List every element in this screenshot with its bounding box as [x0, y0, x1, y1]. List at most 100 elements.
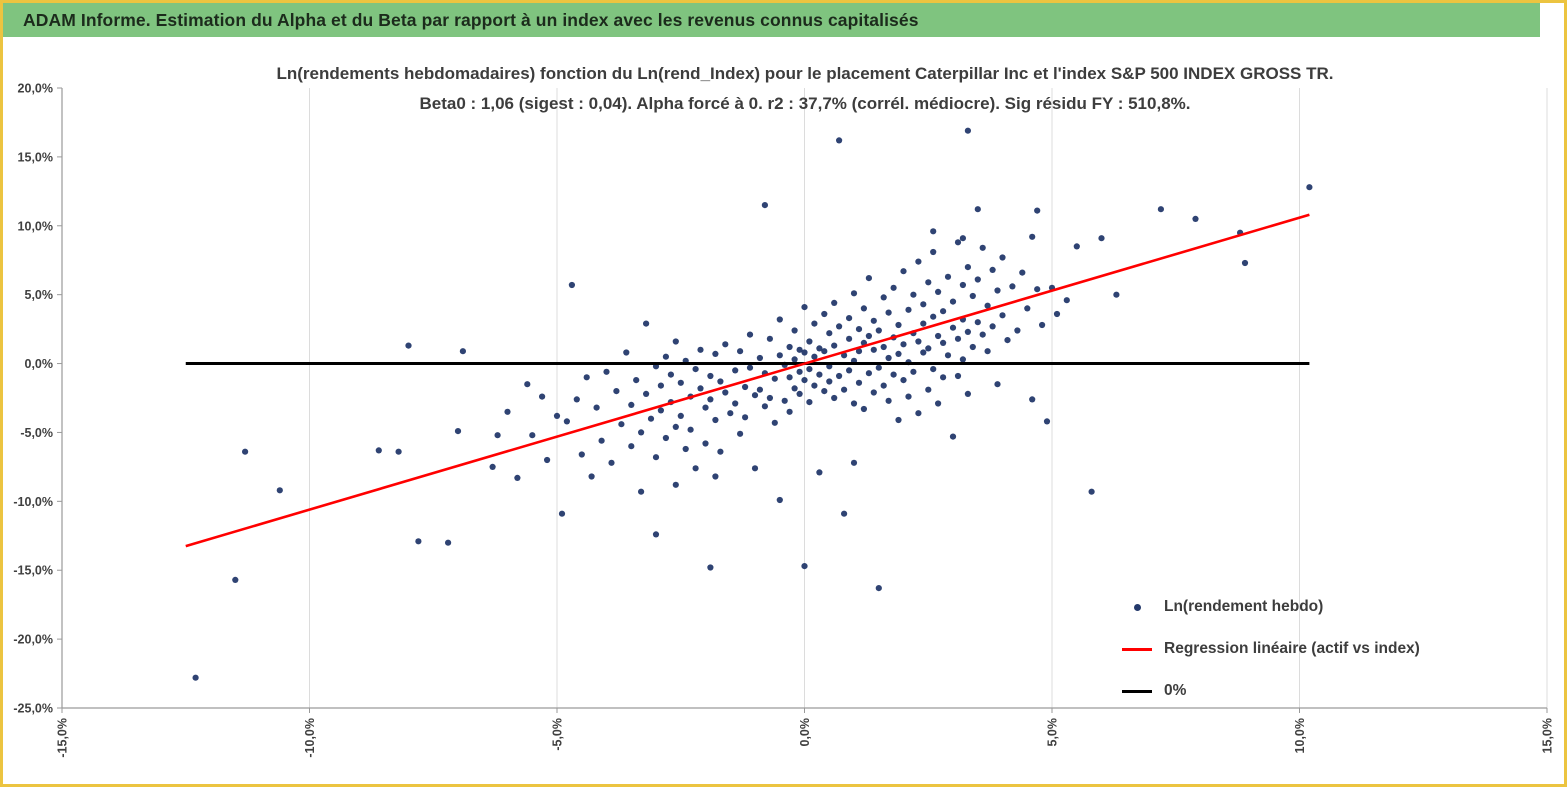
scatter-point[interactable] [692, 366, 699, 373]
scatter-point[interactable] [643, 390, 650, 397]
scatter-point[interactable] [702, 404, 709, 411]
scatter-point[interactable] [806, 338, 813, 345]
scatter-point[interactable] [994, 381, 1001, 388]
scatter-point[interactable] [727, 410, 734, 417]
scatter-point[interactable] [826, 378, 833, 385]
scatter-point[interactable] [702, 440, 709, 447]
scatter-point[interactable] [1113, 291, 1120, 298]
scatter-point[interactable] [539, 393, 546, 400]
scatter-point[interactable] [989, 323, 996, 330]
scatter-point[interactable] [707, 564, 714, 571]
scatter-point[interactable] [984, 348, 991, 355]
scatter-point[interactable] [638, 429, 645, 436]
scatter-point[interactable] [697, 346, 704, 353]
scatter-point[interactable] [623, 349, 630, 356]
scatter-point[interactable] [920, 320, 927, 327]
scatter-point[interactable] [791, 385, 798, 392]
scatter-point[interactable] [583, 374, 590, 381]
scatter-point[interactable] [603, 368, 610, 375]
scatter-point[interactable] [1073, 243, 1080, 250]
scatter-point[interactable] [524, 381, 531, 388]
scatter-point[interactable] [831, 299, 838, 306]
scatter-point[interactable] [563, 418, 571, 425]
scatter-point[interactable] [776, 316, 783, 323]
scatter-point[interactable] [880, 382, 887, 389]
scatter-point[interactable] [865, 275, 873, 282]
scatter-point[interactable] [865, 332, 873, 340]
scatter-point[interactable] [756, 386, 764, 393]
scatter-point[interactable] [910, 368, 917, 375]
scatter-point[interactable] [677, 412, 684, 419]
scatter-point[interactable] [1053, 310, 1061, 318]
scatter-point[interactable] [786, 408, 793, 415]
scatter-point[interactable] [761, 403, 769, 410]
scatter-point[interactable] [821, 348, 828, 355]
scatter-point[interactable] [1019, 269, 1026, 276]
scatter-point[interactable] [761, 202, 769, 209]
scatter-point[interactable] [737, 348, 744, 355]
scatter-point[interactable] [846, 335, 853, 342]
scatter-point[interactable] [593, 404, 600, 411]
scatter-point[interactable] [920, 349, 927, 356]
scatter-point[interactable] [633, 377, 640, 384]
scatter-point[interactable] [791, 327, 798, 334]
scatter-point[interactable] [712, 350, 719, 357]
scatter-point[interactable] [905, 393, 912, 400]
scatter-point[interactable] [489, 463, 496, 470]
scatter-point[interactable] [628, 401, 635, 408]
scatter-point[interactable] [944, 352, 952, 359]
scatter-point[interactable] [662, 434, 670, 442]
scatter-point[interactable] [969, 343, 976, 351]
scatter-point[interactable] [1024, 305, 1031, 312]
scatter-point[interactable] [875, 585, 882, 592]
scatter-point[interactable] [677, 379, 684, 386]
scatter-point[interactable] [935, 288, 942, 295]
scatter-point[interactable] [717, 448, 724, 455]
scatter-point[interactable] [900, 341, 907, 348]
scatter-point[interactable] [959, 235, 967, 242]
scatter-point[interactable] [242, 448, 249, 455]
scatter-point[interactable] [707, 396, 714, 403]
scatter-point[interactable] [994, 287, 1001, 294]
scatter-point[interactable] [687, 426, 694, 433]
scatter-point[interactable] [514, 474, 521, 481]
scatter-point[interactable] [979, 244, 986, 251]
scatter-point[interactable] [806, 399, 813, 406]
scatter-point[interactable] [717, 378, 724, 385]
scatter-point[interactable] [657, 407, 665, 414]
scatter-point[interactable] [657, 382, 665, 389]
scatter-point[interactable] [742, 414, 749, 421]
scatter-point[interactable] [529, 432, 536, 439]
scatter-point[interactable] [836, 323, 843, 330]
scatter-point[interactable] [573, 396, 580, 403]
scatter-point[interactable] [578, 451, 585, 458]
scatter-point[interactable] [989, 266, 996, 273]
scatter-point[interactable] [915, 338, 922, 345]
scatter-point[interactable] [870, 346, 877, 353]
scatter-point[interactable] [1029, 233, 1036, 240]
scatter-point[interactable] [1063, 297, 1070, 304]
scatter-point[interactable] [801, 349, 808, 356]
scatter-point[interactable] [643, 320, 650, 327]
scatter-point[interactable] [608, 459, 615, 466]
scatter-point[interactable] [915, 258, 922, 265]
scatter-point[interactable] [870, 317, 877, 324]
scatter-point[interactable] [949, 298, 957, 305]
scatter-point[interactable] [568, 281, 576, 289]
scatter-point[interactable] [375, 447, 382, 454]
scatter-point[interactable] [954, 239, 962, 246]
scatter-point[interactable] [811, 353, 818, 360]
scatter-point[interactable] [751, 465, 759, 472]
scatter-point[interactable] [850, 400, 858, 407]
scatter-point[interactable] [672, 423, 679, 430]
scatter-point[interactable] [816, 371, 823, 378]
scatter-point[interactable] [930, 228, 937, 235]
scatter-point[interactable] [742, 383, 749, 391]
scatter-point[interactable] [771, 419, 778, 426]
scatter-point[interactable] [672, 481, 679, 488]
scatter-point[interactable] [628, 443, 635, 450]
scatter-point[interactable] [940, 339, 947, 346]
scatter-point[interactable] [553, 412, 561, 419]
scatter-point[interactable] [850, 290, 858, 297]
scatter-point[interactable] [494, 432, 501, 439]
